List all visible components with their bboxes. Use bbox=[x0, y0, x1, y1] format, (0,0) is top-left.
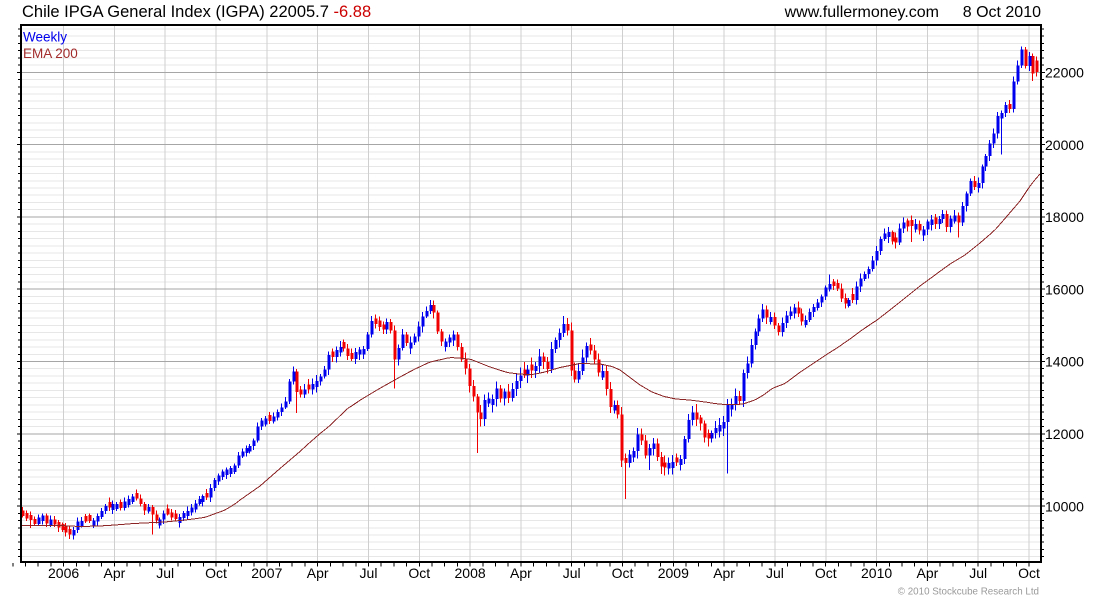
svg-text:Oct: Oct bbox=[815, 565, 837, 581]
svg-text:Jul: Jul bbox=[563, 565, 581, 581]
svg-text:Oct: Oct bbox=[1018, 565, 1040, 581]
svg-text:Apr: Apr bbox=[307, 565, 329, 581]
svg-text:Jul: Jul bbox=[360, 565, 378, 581]
svg-text:2007: 2007 bbox=[251, 565, 282, 581]
svg-text:Oct: Oct bbox=[408, 565, 430, 581]
svg-text:Jul: Jul bbox=[969, 565, 987, 581]
svg-text:Jul: Jul bbox=[766, 565, 784, 581]
svg-text:© 2010 Stockcube Research Ltd: © 2010 Stockcube Research Ltd bbox=[898, 587, 1039, 598]
svg-text:www.fullermoney.com: www.fullermoney.com bbox=[784, 4, 939, 21]
svg-text:8 Oct 2010: 8 Oct 2010 bbox=[963, 4, 1041, 21]
svg-text:18000: 18000 bbox=[1045, 209, 1084, 225]
svg-text:Chile IPGA General Index (IGPA: Chile IPGA General Index (IGPA) 22005.7 … bbox=[22, 3, 371, 21]
svg-text:2009: 2009 bbox=[658, 565, 689, 581]
svg-text:Apr: Apr bbox=[104, 565, 126, 581]
svg-text:Apr: Apr bbox=[510, 565, 532, 581]
svg-text:EMA 200: EMA 200 bbox=[23, 46, 78, 61]
svg-text:Jul: Jul bbox=[156, 565, 174, 581]
svg-text:2006: 2006 bbox=[48, 565, 79, 581]
svg-text:10000: 10000 bbox=[1045, 498, 1084, 514]
svg-text:16000: 16000 bbox=[1045, 281, 1084, 297]
svg-text:12000: 12000 bbox=[1045, 426, 1084, 442]
svg-text:14000: 14000 bbox=[1045, 354, 1084, 370]
svg-text:2008: 2008 bbox=[455, 565, 486, 581]
svg-text:Oct: Oct bbox=[612, 565, 634, 581]
svg-text:Apr: Apr bbox=[713, 565, 735, 581]
svg-text:Apr: Apr bbox=[917, 565, 939, 581]
svg-text:2010: 2010 bbox=[861, 565, 892, 581]
svg-text:22000: 22000 bbox=[1045, 65, 1084, 81]
svg-text:Oct: Oct bbox=[205, 565, 227, 581]
svg-text:20000: 20000 bbox=[1045, 137, 1084, 153]
svg-text:Weekly: Weekly bbox=[23, 30, 67, 45]
